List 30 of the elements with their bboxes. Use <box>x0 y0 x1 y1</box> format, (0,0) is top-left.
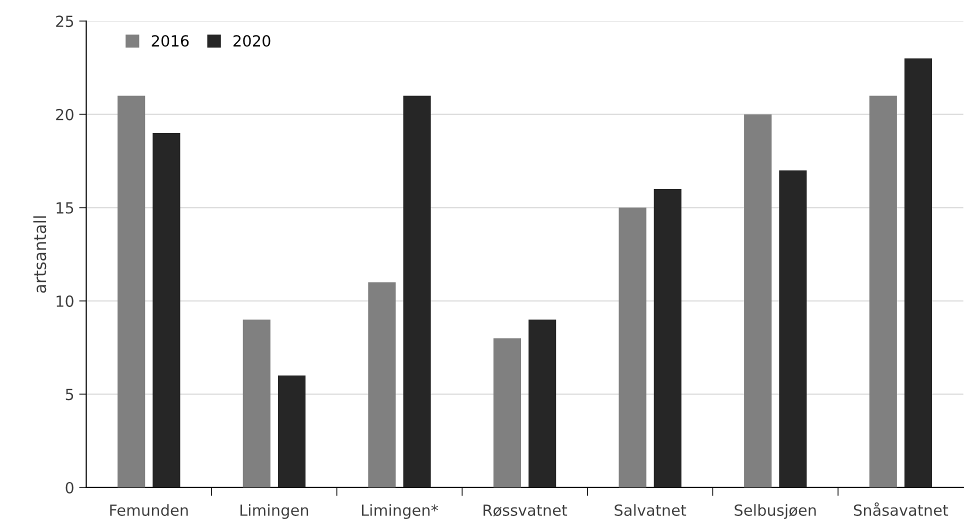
legend-label: 2016 <box>152 35 189 47</box>
x-tick-label: Salvatnet <box>614 504 686 516</box>
y-tick-label: 5 <box>66 388 74 400</box>
y-tick-label: 0 <box>66 482 74 494</box>
x-tick-label: Røssvatnet <box>484 504 568 516</box>
y-tick-label: 20 <box>56 108 74 120</box>
x-tick-label: Femunden <box>110 504 188 516</box>
legend-label: 2020 <box>234 35 270 47</box>
x-tick-label: Limingen <box>240 504 308 519</box>
bar <box>904 58 932 488</box>
bar <box>744 114 772 488</box>
x-tick-label: Snåsavatnet <box>854 502 948 516</box>
bar <box>654 188 682 488</box>
y-tick-label: 10 <box>56 295 74 307</box>
y-tick-label: 25 <box>56 16 74 28</box>
bar <box>493 338 522 488</box>
y-tick-label: 15 <box>56 202 74 214</box>
bar <box>278 376 306 488</box>
bar <box>152 133 180 488</box>
bar <box>368 282 396 488</box>
x-tick-label: Limingen* <box>362 504 438 519</box>
y-axis-title: artsantall <box>33 216 46 293</box>
bar <box>403 96 431 488</box>
bar <box>528 320 556 488</box>
bar <box>242 320 270 488</box>
bar <box>869 96 897 488</box>
bar <box>779 170 807 488</box>
x-tick-label: Selbusjøen <box>734 504 816 519</box>
bar <box>118 96 146 488</box>
bar <box>618 208 646 488</box>
